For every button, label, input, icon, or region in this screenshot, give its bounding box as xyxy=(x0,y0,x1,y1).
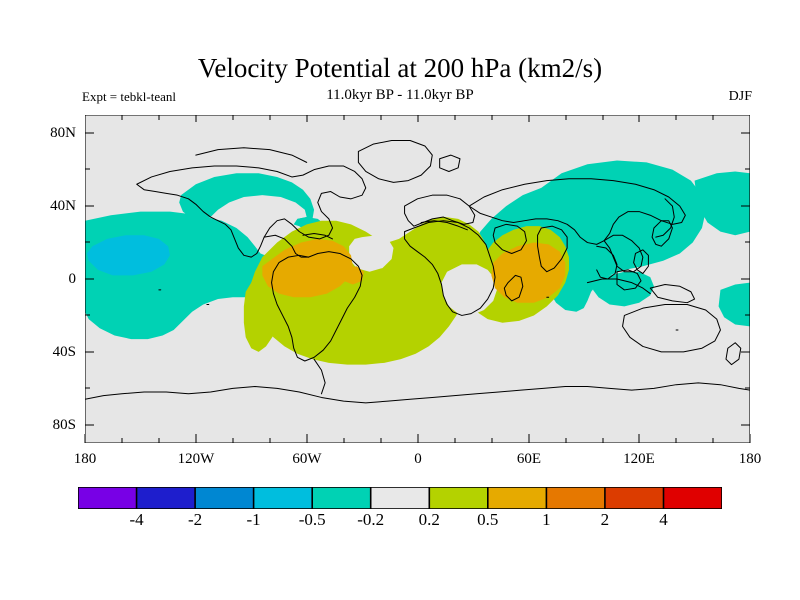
map-svg xyxy=(85,115,750,443)
x-tick-label-60e: 60E xyxy=(516,451,542,467)
coastline-arabia xyxy=(492,223,527,254)
coastline-kamchatka xyxy=(655,198,675,238)
x-tick-label-180e: 180 xyxy=(738,451,762,467)
colorbar-label-4: 4 xyxy=(659,510,668,529)
coastline-africa xyxy=(404,220,496,316)
colorbar-band-9 xyxy=(604,487,664,509)
season-label: DJF xyxy=(728,89,752,104)
x-tick-label-60w: 60W xyxy=(292,451,322,467)
coastline-svalbard xyxy=(439,154,461,172)
colorbar-label--2: -2 xyxy=(188,510,203,529)
colorbar-label--0.2: -0.2 xyxy=(357,510,385,529)
coastline-north-america xyxy=(136,165,367,258)
y-tick-label-80n: 80N xyxy=(50,125,76,141)
coastline-new-guinea xyxy=(649,283,696,304)
colorbar-band-0 xyxy=(78,487,137,509)
coastline-madagascar xyxy=(503,274,524,302)
experiment-label: Expt = tebkl-teanl xyxy=(82,89,176,104)
coastline-borneo xyxy=(616,269,642,291)
x-tick-label-180w: 180 xyxy=(73,451,97,467)
contour-region-indian-ocean-core xyxy=(491,242,566,303)
colorbar-label--1: -1 xyxy=(246,510,261,529)
coastline-europe xyxy=(404,194,476,227)
coastline-china-coast xyxy=(603,234,644,273)
colorbar-band-4 xyxy=(312,487,371,509)
contour-hole-southern-africa xyxy=(441,264,497,316)
colorbar-label--0.5: -0.5 xyxy=(298,510,326,529)
y-tick-label-0: 0 xyxy=(68,271,77,287)
y-tick-label-80s: 80S xyxy=(52,417,76,433)
x-tick-label-120w: 120W xyxy=(177,451,215,467)
colorbar-band-6 xyxy=(429,487,488,509)
coastline-indochina xyxy=(596,245,618,280)
coastline-mediterranean xyxy=(420,220,468,231)
colorbar-band-1 xyxy=(136,487,196,509)
coastline-australia xyxy=(622,304,721,353)
coastline-indonesia xyxy=(586,278,651,295)
colorbar-band-7 xyxy=(487,487,547,509)
contour-region-amazon-core-nub xyxy=(343,266,364,285)
coastline-japan xyxy=(651,220,673,247)
colorbar-label--4: -4 xyxy=(129,510,144,529)
contour-region-north-america-teal xyxy=(179,173,315,230)
colorbar-band-10 xyxy=(663,487,722,509)
colorbar-bands xyxy=(78,487,722,509)
colorbar-dividers xyxy=(135,487,665,509)
x-tick-label-0: 0 xyxy=(414,451,422,467)
colorbar-band-8 xyxy=(546,487,605,509)
coastline-asia-north xyxy=(468,178,686,245)
contour-hole-mid-atlantic xyxy=(349,235,394,272)
colorbar-band-3 xyxy=(253,487,313,509)
contour-region-nw-pacific-extension-teal xyxy=(694,171,750,236)
coastline-greenland xyxy=(357,140,433,183)
coastline-central-america xyxy=(263,234,310,258)
colorbar-svg xyxy=(78,487,722,509)
contour-region-amazon-core xyxy=(262,238,353,298)
page-title: Velocity Potential at 200 hPa (km2/s) xyxy=(197,53,603,83)
x-tick-label-120e: 120E xyxy=(623,451,655,467)
y-tick-label-40n: 40N xyxy=(50,198,76,214)
coastline-arctic-islands xyxy=(195,147,308,163)
coastline-caribbean-islands xyxy=(302,232,334,240)
coastline-south-america xyxy=(271,251,363,362)
subtitle: 11.0kyr BP - 11.0kyr BP xyxy=(326,87,474,103)
contour-region-east-asia-teal xyxy=(469,160,706,312)
coastline-layer xyxy=(85,140,750,404)
colorbar-band-2 xyxy=(195,487,254,509)
y-tick-label-40s: 40S xyxy=(52,344,76,360)
colorbar-label-0.5: 0.5 xyxy=(477,510,499,529)
coastline-philippines xyxy=(633,249,649,275)
colorbar-label-2: 2 xyxy=(600,510,610,529)
colorbar-band-5 xyxy=(370,487,430,509)
coastline-antarctic-peninsula xyxy=(313,358,326,395)
colorbar-label-0.2: 0.2 xyxy=(418,510,440,529)
coastline-new-zealand xyxy=(725,342,742,366)
colorbar xyxy=(78,487,722,509)
map-plot-area xyxy=(85,115,750,443)
contour-region-east-pacific-cyan-core xyxy=(86,235,170,276)
colorbar-label-1: 1 xyxy=(542,510,551,529)
coastline-antarctica xyxy=(85,382,750,404)
coastline-india xyxy=(537,225,568,273)
contour-region-dateline-teal xyxy=(718,282,750,327)
